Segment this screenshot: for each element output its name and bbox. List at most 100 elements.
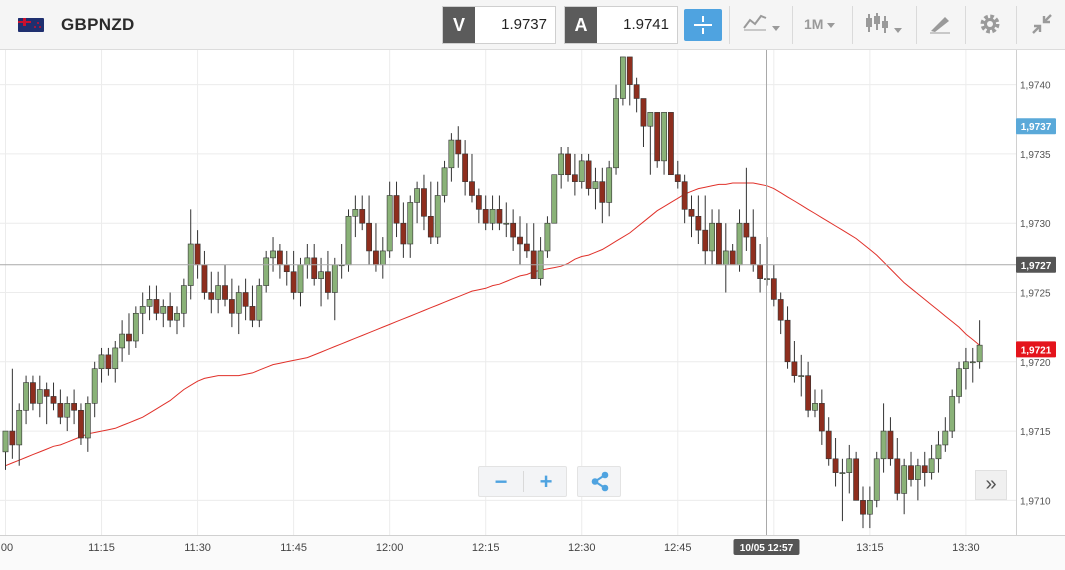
candle <box>235 285 242 335</box>
candle-body <box>668 112 674 176</box>
ask-price-box[interactable]: A 1.9741 <box>564 6 678 44</box>
candle <box>407 195 414 258</box>
candle <box>105 347 112 376</box>
candle-body <box>976 344 983 363</box>
candle <box>962 347 969 390</box>
candle-body <box>688 209 695 217</box>
candle <box>530 223 537 279</box>
candle-body <box>345 215 352 266</box>
zoom-in-button[interactable]: + <box>539 469 553 494</box>
candle-body <box>544 222 551 252</box>
candle <box>489 195 496 231</box>
candle-body <box>105 354 112 370</box>
price-chart[interactable]: 1,9710 1,9715 1,9720 1,9725 1,9730 1,9735 1,97… <box>0 50 1065 570</box>
candle-body <box>421 188 427 217</box>
x-tick-label: 12:15 <box>472 542 500 554</box>
candle-body <box>174 312 180 321</box>
candle-body <box>462 153 469 182</box>
share-button[interactable] <box>577 466 621 497</box>
candle-body <box>311 257 318 279</box>
candle <box>894 438 901 501</box>
candle-body <box>866 500 873 515</box>
price-tag-label: 1,9721 <box>1021 345 1052 356</box>
collapse-button[interactable] <box>1030 12 1054 38</box>
candle-body <box>654 112 661 162</box>
candle <box>517 216 523 265</box>
candle <box>695 195 702 244</box>
candle-body <box>249 306 256 321</box>
bid-price: 1.9737 <box>501 16 547 33</box>
price-tag-label: 1,9737 <box>1021 122 1052 133</box>
timeframe-selector[interactable]: 1M <box>804 16 836 32</box>
candle-body <box>489 209 496 224</box>
candle-body <box>914 465 921 480</box>
candle <box>30 375 36 411</box>
candle <box>325 250 331 300</box>
candle-body <box>469 181 475 196</box>
candle <box>36 375 43 418</box>
bid-price-box[interactable]: V 1.9737 <box>442 6 556 44</box>
candle-body <box>640 98 647 127</box>
candle <box>674 160 681 189</box>
scroll-to-latest-button[interactable]: » <box>975 470 1007 500</box>
y-tick-label: 1,9715 <box>1020 427 1051 438</box>
candle-body <box>702 229 709 252</box>
candlestick-button[interactable] <box>864 12 902 38</box>
instrument-symbol[interactable]: GBPNZD <box>61 15 135 34</box>
crosshair-button[interactable] <box>684 9 722 41</box>
candle <box>139 292 146 335</box>
candle-body <box>565 153 571 176</box>
candle <box>619 56 626 106</box>
y-tick-label: 1,9735 <box>1020 150 1051 161</box>
candle <box>201 250 208 300</box>
candle <box>716 209 722 266</box>
candle <box>654 112 661 168</box>
crosshair-time-box <box>733 539 800 555</box>
candle <box>256 278 263 328</box>
y-tick-label: 1,9720 <box>1020 358 1051 369</box>
candle <box>318 257 324 307</box>
candle-body <box>812 403 818 411</box>
candle-body <box>71 403 77 411</box>
candle <box>126 313 132 355</box>
zoom-out-button[interactable]: − <box>494 469 508 494</box>
candle-body <box>23 382 29 411</box>
x-axis-band <box>0 536 1065 570</box>
candle <box>887 417 894 466</box>
candle <box>510 209 517 251</box>
candle-body <box>517 236 523 245</box>
candle-body <box>434 195 441 238</box>
candle-body <box>805 375 812 411</box>
zoom-controls: − + <box>478 466 567 497</box>
candle-body <box>297 264 304 293</box>
candle-body <box>798 375 805 377</box>
x-tick-label: 11:45 <box>280 542 307 554</box>
grid-lines <box>0 50 1016 535</box>
candle-body <box>208 292 215 300</box>
candle-body <box>50 396 57 404</box>
candle-body <box>132 312 139 342</box>
candle <box>482 195 489 231</box>
candle-body <box>379 250 386 266</box>
candle-body <box>956 368 962 397</box>
candle-body <box>503 222 510 225</box>
candle <box>523 223 530 258</box>
chart-type-button[interactable] <box>742 12 780 38</box>
candle-body <box>935 444 942 460</box>
candle-body <box>716 222 722 266</box>
candle <box>386 181 393 258</box>
candle <box>153 285 160 321</box>
drawing-tool-button[interactable] <box>928 12 952 38</box>
candle <box>935 431 942 473</box>
candle <box>688 195 695 238</box>
candle <box>208 271 215 314</box>
y-tick-label: 1,9730 <box>1020 219 1051 230</box>
candle-body <box>873 458 880 501</box>
settings-button[interactable] <box>978 12 1002 38</box>
candle-body <box>180 285 187 314</box>
candle-body <box>119 333 126 349</box>
chart-type-icon <box>743 14 767 31</box>
candle <box>585 153 592 196</box>
candle <box>475 188 482 224</box>
candle-body <box>901 465 908 494</box>
